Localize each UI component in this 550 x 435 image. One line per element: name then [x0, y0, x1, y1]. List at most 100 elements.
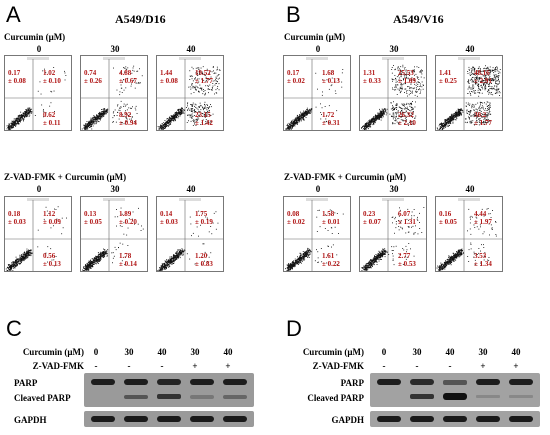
flow-plot: 0.16 ± 0.05 4.44 ± 1.97 3.53 ± 1.34 — [435, 196, 503, 272]
quadrant-percent-lr: 1.72 ± 0.31 — [322, 111, 340, 127]
scatter-canvas — [284, 57, 350, 130]
band — [223, 416, 247, 422]
event-dots — [157, 210, 219, 271]
quadrant-line: 1.44 — [160, 69, 173, 77]
quadrant-percent-ul: 0.74 ± 0.26 — [84, 69, 102, 85]
band — [443, 380, 467, 385]
plot-header-mark — [382, 57, 404, 60]
band — [509, 395, 533, 398]
quadrant-percent-ul: 0.13 ± 0.05 — [84, 210, 102, 226]
band — [410, 416, 434, 422]
quadrant-line: ± 0.19 — [195, 217, 213, 226]
panel-d-zvad-value: + — [513, 361, 519, 371]
quadrant-line: 1.78 — [119, 252, 132, 260]
quadrant-line: ± 0.67 — [119, 76, 137, 85]
quadrant-percent-ul: 0.23 ± 0.07 — [363, 210, 381, 226]
western-blot-strip-parp — [84, 373, 254, 407]
scatter-canvas — [5, 198, 71, 271]
event-dots — [436, 208, 497, 271]
quadrant-line: 0.13 — [84, 210, 97, 218]
panel-a-title: A549/D16 — [115, 12, 166, 26]
quadrant-line: ± 1.89 — [398, 76, 416, 85]
panel-c-band-gapdh-label: GAPDH — [14, 415, 47, 425]
panel-d-band-parp-label: PARP — [340, 378, 364, 388]
blot-bands-d-top — [377, 379, 533, 400]
panel-c-curcumin-label: Curcumin (μM) — [22, 347, 84, 357]
panel-b-title: A549/V16 — [393, 12, 444, 26]
panel-d-curcumin-label: Curcumin (μM) — [302, 347, 364, 357]
quadrant-line: ± 1.31 — [398, 217, 416, 226]
quadrant-percent-ul: 0.14 ± 0.03 — [160, 210, 178, 226]
band — [410, 394, 434, 399]
quadrant-line: ± 0.13 — [43, 259, 61, 268]
plot-header-mark — [103, 198, 125, 201]
scatter-canvas — [81, 57, 147, 130]
quadrant-line: ± 0.20 — [119, 217, 137, 226]
blot-bands-d-gapdh — [377, 416, 533, 422]
panel-b-row1-conc-1: 30 — [389, 44, 399, 54]
quadrant-line: 0.16 — [439, 210, 452, 218]
quadrant-percent-ur: 1.75 ± 0.19 — [195, 210, 213, 226]
quadrant-percent-ur: 6.07 ± 1.31 — [398, 210, 416, 226]
panel-d-curcumin-value: 40 — [511, 347, 521, 357]
panel-d-curcumin-value: 40 — [445, 347, 455, 357]
event-dots — [436, 65, 501, 130]
band — [124, 379, 148, 385]
band — [410, 379, 434, 385]
scatter-canvas — [284, 198, 350, 271]
scatter-canvas — [436, 198, 502, 271]
scatter-canvas — [5, 57, 71, 130]
quadrant-line: 0.17 — [8, 69, 21, 77]
plot-header-mark — [179, 198, 201, 201]
scatter-canvas — [436, 57, 502, 130]
plot-header-mark — [306, 57, 328, 60]
quadrant-percent-lr: 23.15 ± 1.42 — [195, 111, 213, 127]
quadrant-percent-ur: 1.68 ± 0.13 — [322, 69, 340, 85]
band — [91, 416, 115, 422]
panel-d-curcumin-value: 30 — [478, 347, 488, 357]
scatter-canvas — [81, 198, 147, 271]
panel-d-curcumin-value: 0 — [381, 347, 387, 357]
panel-d-band-cleaved-label: Cleaved PARP — [307, 393, 364, 403]
flow-plot: 0.08 ± 0.02 1.58 ± 0.01 1.61 ± 0.22 — [283, 196, 351, 272]
quadrant-line: 26.32 — [398, 111, 414, 119]
quadrant-line: 1.02 — [43, 69, 56, 77]
panel-b-row1-conc-2: 40 — [465, 44, 475, 54]
quadrant-line: 1.61 — [322, 252, 335, 260]
quadrant-line: ± 0.03 — [160, 217, 178, 226]
panel-c-zvad-value: - — [127, 361, 131, 371]
quadrant-line: ± 0.05 — [84, 217, 102, 226]
quadrant-percent-ur: 48.16 ± 2.91 — [474, 69, 492, 85]
quadrant-line: 0.56 — [43, 252, 56, 260]
quadrant-line: ± 0.26 — [84, 76, 102, 85]
band — [509, 416, 533, 422]
band — [190, 379, 214, 385]
quadrant-line: ± 0.02 — [287, 217, 305, 226]
quadrant-percent-ul: 0.16 ± 0.05 — [439, 210, 457, 226]
plot-header-mark — [27, 57, 49, 60]
panel-c-curcumin-value: 40 — [157, 347, 167, 357]
quadrant-line: 1.72 — [322, 111, 335, 119]
panel-c-band-parp-label: PARP — [14, 378, 38, 388]
quadrant-line: 23.15 — [195, 111, 211, 119]
quadrant-line: ± 1.77 — [474, 118, 492, 127]
plot-header-mark — [458, 57, 480, 60]
quadrant-line: ± 1.97 — [474, 217, 492, 226]
event-dots — [81, 65, 143, 130]
quadrant-line: ± 0.83 — [195, 259, 213, 268]
band — [476, 379, 500, 385]
quadrant-percent-ul: 0.17 ± 0.08 — [8, 69, 26, 85]
flow-plot: 0.74 ± 0.26 4.88 ± 0.67 8.92 ± 0.94 — [80, 55, 148, 131]
quadrant-line: 1.31 — [363, 69, 376, 77]
quadrant-line: 1.20 — [195, 252, 208, 260]
quadrant-line: 1.41 — [439, 69, 452, 77]
western-blot-strip-gapdh — [84, 411, 254, 427]
scatter-canvas — [157, 57, 223, 130]
western-blot-strip-parp — [370, 373, 540, 407]
quadrant-percent-ur: 1.89 ± 0.20 — [119, 210, 137, 226]
western-blot-strip-gapdh — [370, 411, 540, 427]
band — [509, 379, 533, 385]
panel-c-band-cleaved-label: Cleaved PARP — [14, 393, 71, 403]
band — [223, 379, 247, 385]
scatter-canvas — [360, 198, 426, 271]
